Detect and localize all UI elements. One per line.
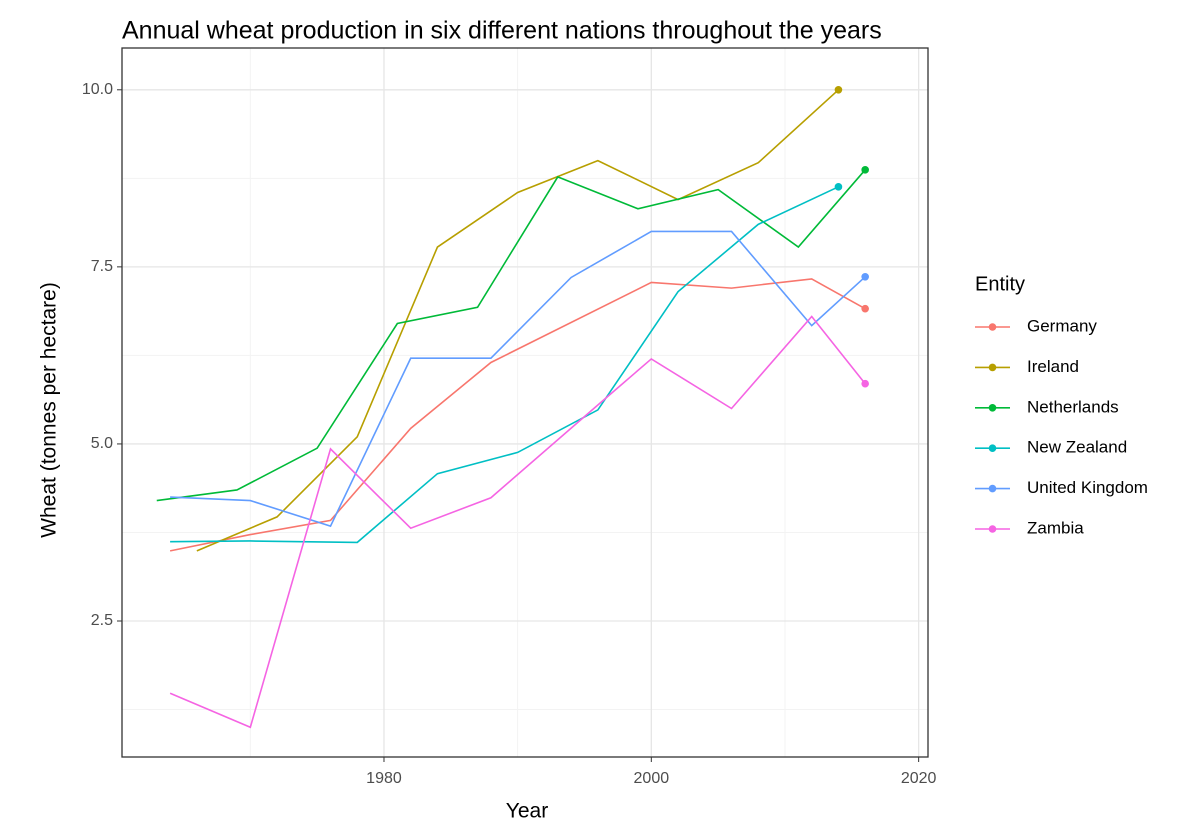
legend-key-point <box>988 444 997 453</box>
series-line <box>170 186 839 544</box>
legend-label: Netherlands <box>1027 397 1119 416</box>
end-point <box>834 85 843 94</box>
series-line <box>156 169 866 502</box>
end-point <box>834 183 843 191</box>
end-point <box>861 304 869 313</box>
end-point <box>861 379 869 388</box>
legend-title: Entity <box>975 273 1025 295</box>
end-point <box>861 166 869 174</box>
series-line <box>170 230 866 528</box>
legend-label: Germany <box>1027 316 1097 335</box>
y-tick-label: 7.5 <box>91 258 113 275</box>
y-tick-label: 10.0 <box>82 81 113 98</box>
legend-key-point <box>988 323 997 331</box>
legend-label: United Kingdom <box>1027 478 1148 497</box>
x-tick-label: 1980 <box>366 770 402 787</box>
series-line <box>169 278 866 552</box>
x-tick-label: 2000 <box>634 770 670 787</box>
chart-title: Annual wheat production in six different… <box>122 17 882 45</box>
y-tick-label: 2.5 <box>91 612 113 629</box>
end-point <box>861 272 869 281</box>
legend-key-point <box>988 484 997 493</box>
panel-border <box>121 47 929 758</box>
x-axis-label: Year <box>506 800 548 823</box>
legend-key-point <box>988 525 997 533</box>
series-line <box>196 89 839 552</box>
series-line <box>169 315 866 729</box>
x-tick-label: 2020 <box>901 770 937 787</box>
legend-label: New Zealand <box>1027 438 1127 457</box>
legend-label: Ireland <box>1027 357 1079 376</box>
y-axis-label: Wheat (tonnes per hectare) <box>38 282 61 538</box>
legend-key-point <box>988 363 997 372</box>
legend-key-point <box>988 404 997 412</box>
legend-label: Zambia <box>1027 518 1084 537</box>
y-tick-label: 5.0 <box>91 435 113 452</box>
